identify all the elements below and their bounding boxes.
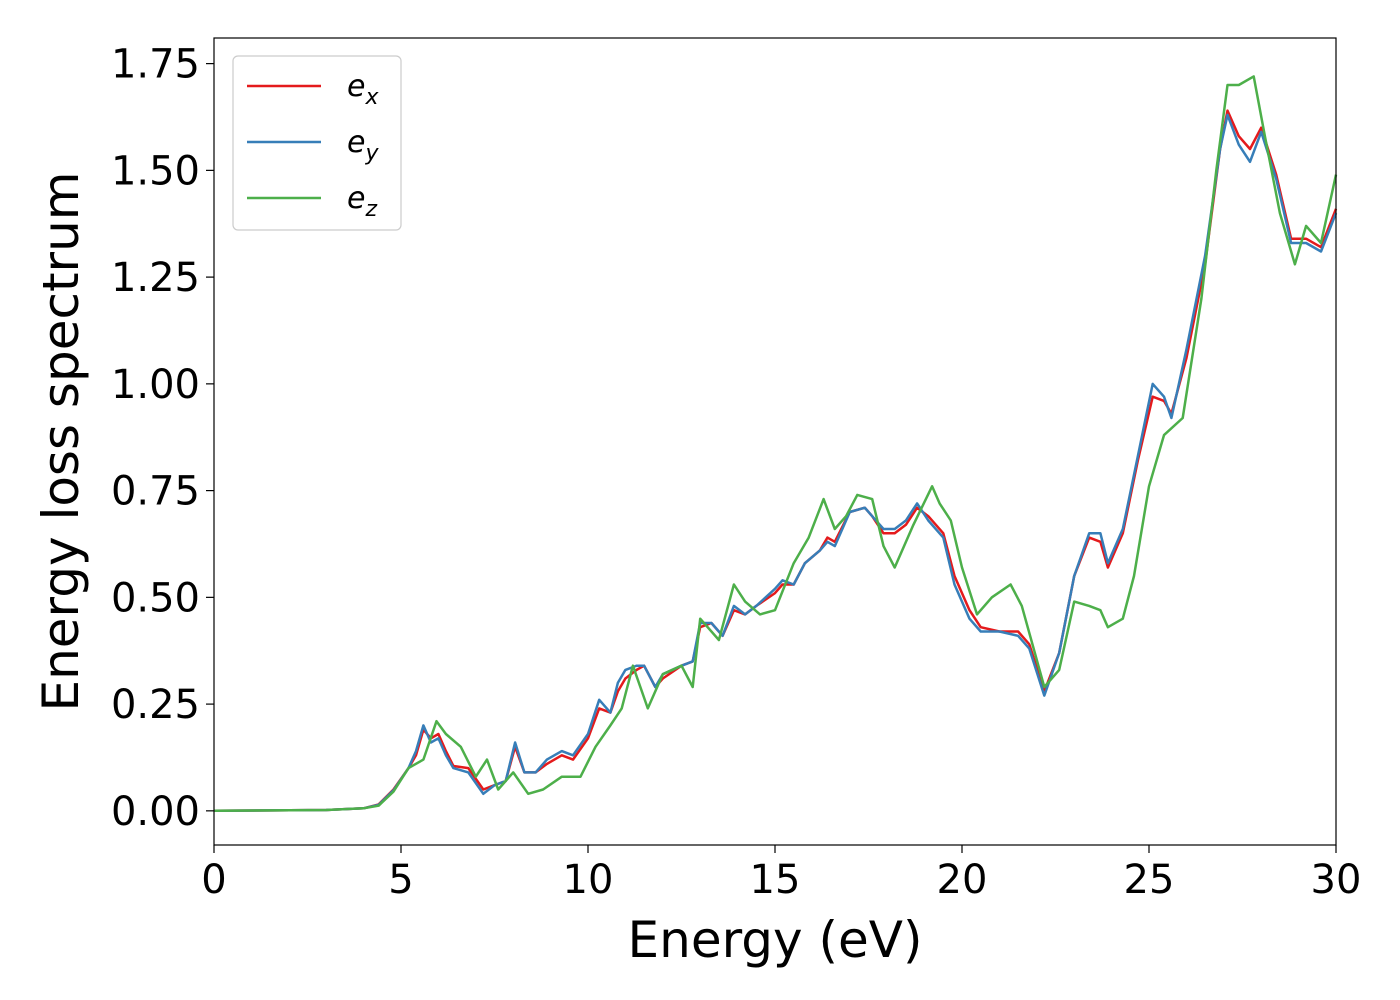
y-tick-label: 0.75: [111, 469, 200, 515]
legend-label-ey: ey: [347, 125, 379, 166]
y-tick-label: 1.50: [111, 148, 200, 194]
legend-label-base: e: [347, 181, 365, 216]
series-line-ey: [213, 113, 1338, 813]
x-tick-label: 30: [1311, 857, 1362, 903]
legend-label-base: e: [347, 69, 365, 104]
y-tick-label: 0.25: [111, 682, 200, 728]
x-tick-label: 20: [937, 857, 988, 903]
y-axis-ticks: 0.00 0.25 0.50 0.75 1.00 1.25 1.50 1.75: [111, 42, 214, 835]
legend-label-ex: ex: [347, 69, 379, 110]
series-lines: [213, 75, 1338, 813]
legend-label-subscript: z: [364, 197, 377, 222]
x-tick-label: 5: [388, 857, 413, 903]
plot-frame: [213, 37, 1337, 846]
y-tick-label: 1.00: [111, 362, 200, 408]
series-line-ez: [213, 75, 1338, 813]
y-tick-label: 1.75: [111, 42, 200, 88]
y-tick-label: 1.25: [111, 255, 200, 301]
x-axis-label: Energy (eV): [628, 911, 923, 969]
y-axis-label: Energy loss spectrum: [32, 171, 90, 711]
y-tick-label: 0.50: [111, 575, 200, 621]
y-tick-label: 0.00: [111, 789, 200, 835]
x-tick-label: 25: [1124, 857, 1175, 903]
legend-label-base: e: [347, 125, 365, 160]
x-tick-label: 10: [563, 857, 614, 903]
x-axis-ticks: 0 5 10 15 20 25 30: [201, 845, 1361, 903]
legend-label-ez: ez: [347, 181, 377, 222]
legend-label-subscript: x: [364, 85, 379, 110]
x-tick-label: 15: [750, 857, 801, 903]
legend-label-subscript: y: [364, 141, 379, 166]
x-tick-label: 0: [201, 857, 226, 903]
